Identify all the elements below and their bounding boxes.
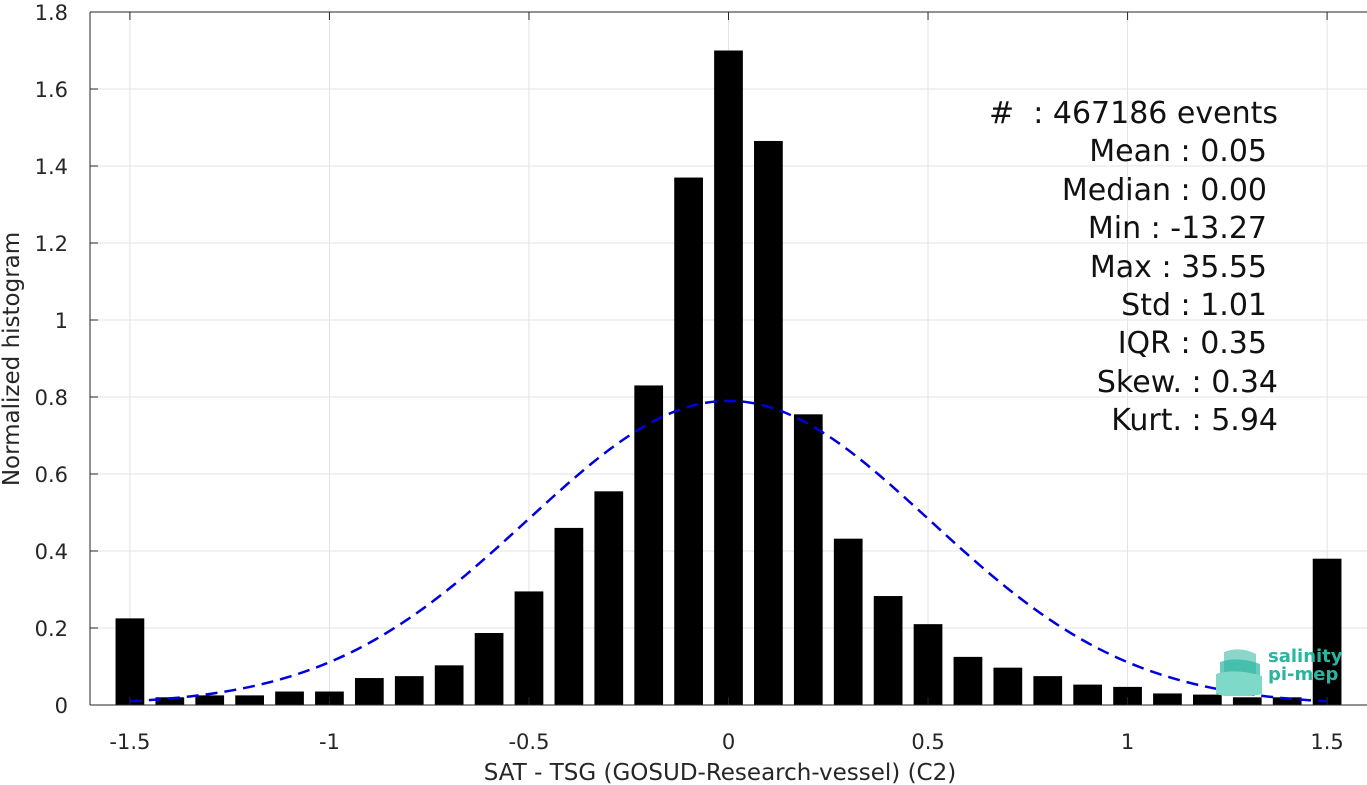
salinity-pi-mep-logo: salinity pi-mep bbox=[1216, 646, 1346, 698]
y-tick-label: 1.8 bbox=[35, 1, 68, 25]
histogram-bar bbox=[833, 538, 863, 705]
y-tick-label: 0.8 bbox=[35, 386, 68, 410]
histogram-bar bbox=[434, 665, 464, 705]
histogram-bar bbox=[1033, 676, 1063, 705]
x-tick-label: -0.5 bbox=[508, 730, 549, 754]
histogram-bar bbox=[514, 591, 544, 705]
y-tick-label: 1.4 bbox=[35, 155, 68, 179]
axes bbox=[89, 11, 1367, 706]
histogram-bar bbox=[275, 691, 304, 705]
x-tick-label: 0.5 bbox=[911, 730, 944, 754]
x-tick-label: 1.5 bbox=[1310, 730, 1343, 754]
histogram-bar bbox=[1232, 697, 1262, 705]
statistics-box: # : 467186 events Mean : 0.05 Median : 0… bbox=[989, 95, 1278, 441]
gaussian-fit-curve bbox=[129, 399, 1328, 703]
histogram-bar bbox=[793, 414, 823, 705]
stat-events: # : 467186 events bbox=[989, 96, 1278, 131]
histogram-bar bbox=[1073, 684, 1103, 705]
x-tick-label: 1 bbox=[1121, 730, 1134, 754]
x-tick-label: -1.5 bbox=[109, 730, 150, 754]
x-tick-label: 0 bbox=[722, 730, 735, 754]
histogram-bar bbox=[634, 385, 664, 705]
y-tick-label: 0.4 bbox=[35, 540, 68, 564]
histogram-bar bbox=[235, 695, 264, 705]
y-tick-label: 0 bbox=[55, 694, 68, 718]
histogram-bar bbox=[873, 596, 903, 705]
histogram-bar bbox=[474, 633, 504, 705]
y-tick-label: 1.2 bbox=[35, 232, 68, 256]
histogram-bar bbox=[155, 697, 185, 705]
stat-mean: Mean : 0.05 bbox=[1089, 134, 1267, 170]
histogram-bar bbox=[594, 491, 624, 705]
histogram-bar bbox=[1193, 694, 1222, 705]
histogram-bar bbox=[115, 618, 145, 705]
y-tick-label: 1 bbox=[55, 309, 68, 333]
histogram-bar bbox=[953, 656, 983, 705]
histogram-bar bbox=[714, 50, 743, 705]
stat-max: Max : 35.55 bbox=[1089, 249, 1267, 285]
logo-text: salinity pi-mep bbox=[1268, 648, 1343, 684]
logo-wave-icon bbox=[1216, 649, 1262, 697]
stat-std: Std : 1.01 bbox=[1121, 288, 1267, 324]
x-tick-label: -1 bbox=[319, 730, 340, 754]
logo-line2: pi-mep bbox=[1268, 664, 1339, 685]
stat-kurt: Kurt. : 5.94 bbox=[1111, 403, 1278, 439]
histogram-bar bbox=[195, 695, 225, 705]
x-axis-label: SAT - TSG (GOSUD-Research-vessel) (C2) bbox=[484, 760, 956, 785]
x-tick-labels: -1.5 -1 -0.5 0 0.5 1 1.5 bbox=[109, 730, 1343, 754]
stat-median: Median : 0.00 bbox=[1061, 172, 1267, 208]
y-tick-label: 0.6 bbox=[35, 463, 68, 487]
y-tick-label: 0.2 bbox=[35, 617, 68, 641]
y-tick-label: 1.6 bbox=[35, 78, 68, 102]
histogram-bar bbox=[754, 140, 783, 706]
logo-line1: salinity bbox=[1268, 646, 1343, 667]
histogram-bar bbox=[993, 667, 1023, 705]
y-tick-labels: 0 0.2 0.4 0.6 0.8 1 1.2 1.4 1.6 1.8 bbox=[35, 1, 68, 718]
histogram-bar bbox=[1113, 686, 1142, 705]
histogram-bar bbox=[674, 177, 703, 706]
histogram-bar bbox=[1153, 693, 1182, 705]
histogram-bar bbox=[354, 678, 384, 705]
histogram-bar bbox=[394, 676, 424, 705]
y-axis-label: Normalized histogram bbox=[0, 232, 25, 486]
histogram-bar bbox=[1312, 558, 1342, 705]
stat-skew: Skew. : 0.34 bbox=[1096, 364, 1278, 400]
stat-iqr: IQR : 0.35 bbox=[1117, 326, 1267, 362]
histogram-bar bbox=[913, 624, 943, 705]
histogram-bar bbox=[554, 527, 584, 705]
stat-min: Min : -13.27 bbox=[1087, 211, 1267, 247]
histogram-bar bbox=[1272, 697, 1302, 705]
